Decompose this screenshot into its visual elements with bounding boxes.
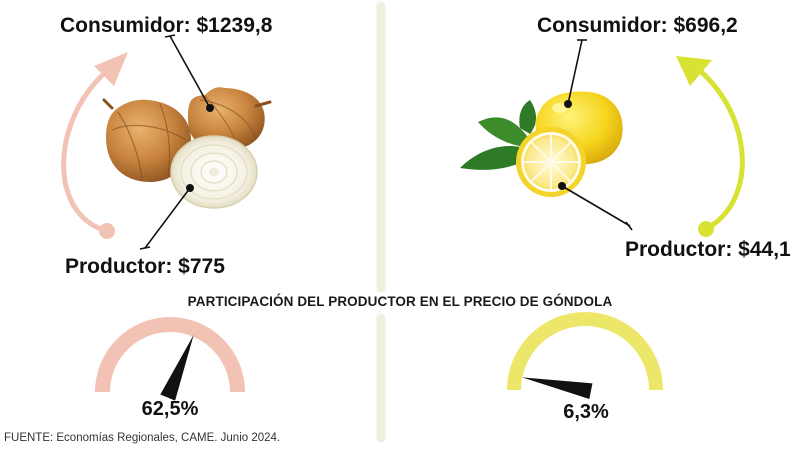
lemon-consumer-price-label: Consumidor: $696,2 [537,14,738,37]
lemon-illustration [460,91,623,197]
lemon-consumer-pointer [564,39,587,108]
lemon-price-arrow [676,56,745,237]
source-note: FUENTE: Economías Regionales, CAME. Juni… [4,432,281,444]
onion-gauge-needle [160,334,194,401]
lemon-share-value: 6,3% [563,401,609,423]
onion-consumer-price-label: Consumidor: $1239,8 [60,14,273,37]
onion-consumer-pointer [164,34,214,112]
onion-illustration [102,87,272,209]
onion-price-arrow [61,52,128,239]
lemon-producer-price-label: Productor: $44,1 [625,238,791,261]
onion-producer-price-label: Productor: $775 [65,255,225,278]
onion-share-value: 62,5% [141,398,199,420]
lemon-producer-pointer [558,182,633,231]
onion-share-gauge [95,317,245,401]
lemon-gauge-needle [522,377,593,400]
section-title: PARTICIPACIÓN DEL PRODUCTOR EN EL PRECIO… [187,294,613,309]
onion-producer-pointer [139,184,194,250]
lemon-share-gauge [507,312,663,400]
